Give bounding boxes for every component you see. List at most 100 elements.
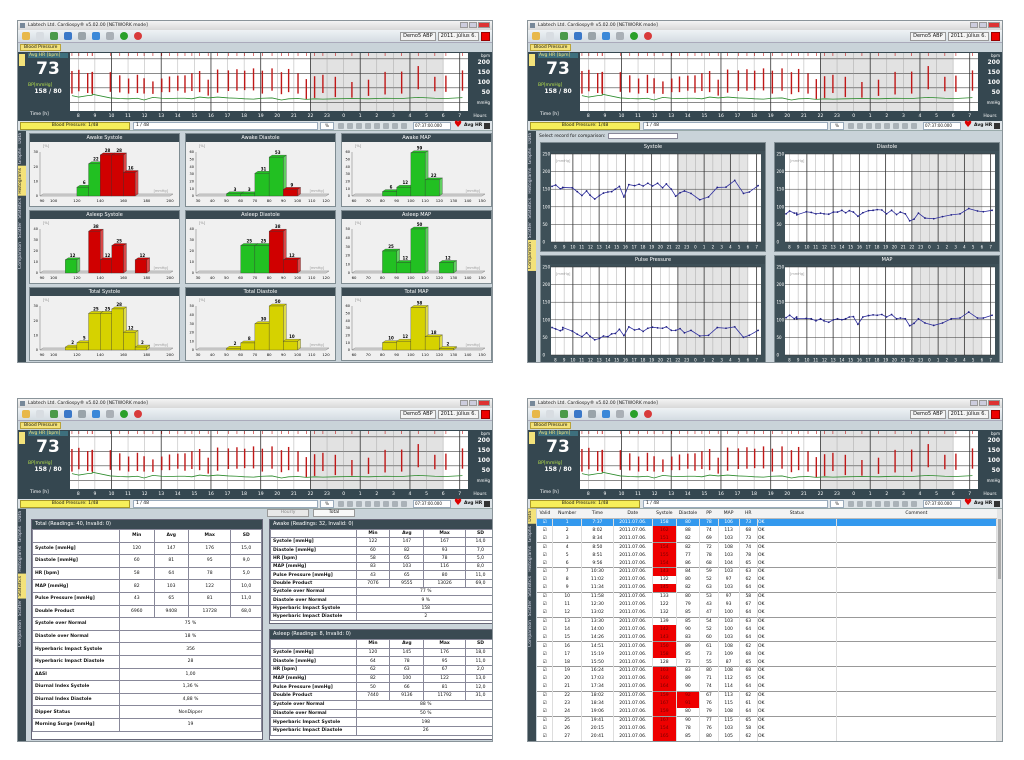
delete-icon[interactable]	[365, 501, 371, 507]
first-icon[interactable]	[857, 501, 863, 507]
valid-checkbox[interactable]: ☑	[537, 534, 554, 543]
table-row[interactable]: ☑ 22 18:02 2011.07.06. 159 92 67 113 62 OK	[537, 690, 998, 700]
open-icon[interactable]	[532, 410, 540, 418]
refresh-icon[interactable]	[120, 32, 128, 40]
tab-blood-pressure[interactable]: Blood Pressure	[20, 44, 62, 51]
overview-side-tab[interactable]	[529, 54, 535, 66]
table-row[interactable]: ☑ 27 20:41 2011.07.06. 165 85 80 105 62 OK	[537, 732, 998, 741]
valid-checkbox[interactable]: ☑	[537, 724, 554, 733]
side-tab-graphs[interactable]: Graphs	[18, 147, 23, 164]
close-button[interactable]	[988, 400, 1000, 406]
valid-checkbox[interactable]: ☑	[537, 674, 554, 683]
refresh-icon[interactable]	[630, 32, 638, 40]
edit-icon[interactable]	[374, 123, 380, 129]
table-row[interactable]: ☑ 5 8:51 2011.07.06. 155 77 78 103 78 OK	[537, 551, 998, 560]
first-icon[interactable]	[347, 501, 353, 507]
side-tab-scatter[interactable]: Scatter	[528, 222, 533, 239]
table-row[interactable]: ☑ 25 19:41 2011.07.06. 167 90 77 115 65 OK	[537, 715, 998, 725]
settings-icon[interactable]	[106, 410, 114, 418]
valid-checkbox[interactable]: ☑	[537, 608, 554, 617]
comment-value[interactable]	[836, 559, 998, 568]
close-button[interactable]	[478, 400, 490, 406]
close-button[interactable]	[988, 22, 1000, 28]
table-row[interactable]: ☑ 26 20:15 2011.07.06. 154 78 76 103 58 OK	[537, 724, 998, 733]
comment-value[interactable]	[836, 690, 998, 700]
valid-checkbox[interactable]: ☑	[537, 690, 554, 700]
comment-value[interactable]	[836, 665, 998, 675]
record-position-input[interactable]: 1 / 48	[643, 122, 828, 130]
column-header-date[interactable]: Date	[613, 509, 653, 519]
comment-value[interactable]	[836, 517, 998, 527]
column-header-diastole[interactable]: Diastole	[676, 509, 700, 519]
comment-value[interactable]	[836, 551, 998, 560]
comment-value[interactable]	[836, 732, 998, 741]
filter-icon[interactable]	[338, 501, 344, 507]
valid-checkbox[interactable]: ☑	[537, 616, 554, 626]
valid-checkbox[interactable]: ☑	[537, 625, 554, 634]
overview-side-tab[interactable]	[529, 432, 535, 444]
comment-value[interactable]	[836, 566, 998, 576]
valid-checkbox[interactable]: ☑	[537, 650, 554, 659]
print-icon[interactable]	[588, 410, 596, 418]
valid-checkbox[interactable]: ☑	[537, 715, 554, 725]
side-tab-histograms[interactable]: Histograms	[18, 545, 23, 572]
open-icon[interactable]	[22, 32, 30, 40]
valid-checkbox[interactable]: ☑	[537, 584, 554, 593]
first-icon[interactable]	[857, 123, 863, 129]
table-row[interactable]: ☑ 7 10:30 2011.07.06. 143 84 59 103 63 OK	[537, 566, 998, 576]
email-icon[interactable]	[602, 32, 610, 40]
avg-hr-button[interactable]: Avg HR	[974, 501, 993, 506]
edit-icon[interactable]	[36, 410, 44, 418]
comment-value[interactable]	[836, 724, 998, 733]
valid-checkbox[interactable]: ☑	[537, 591, 554, 601]
table-row[interactable]: ☑ 1 7:37 2011.07.06. 158 80 78 106 73 OK	[537, 517, 998, 527]
clock-icon[interactable]	[401, 501, 407, 507]
comment-value[interactable]	[836, 650, 998, 659]
side-tab-statistics[interactable]: Statistics	[18, 197, 23, 219]
settings-icon[interactable]	[616, 32, 624, 40]
email-icon[interactable]	[92, 410, 100, 418]
comment-value[interactable]	[836, 542, 998, 551]
side-tab-data[interactable]: Data	[528, 133, 533, 144]
zoom-select[interactable]: %	[320, 122, 334, 130]
settings-icon[interactable]	[616, 410, 624, 418]
side-tab-histograms[interactable]: Histograms	[528, 167, 533, 194]
side-tab-histograms[interactable]: Histograms	[528, 545, 533, 572]
table-row[interactable]: ☑ 8 11:02 2011.07.06. 132 80 52 97 62 OK	[537, 575, 998, 584]
print-icon[interactable]	[902, 501, 908, 507]
column-header-pp[interactable]: PP	[699, 509, 719, 519]
overview-side-tab[interactable]	[19, 54, 25, 66]
print-icon[interactable]	[902, 123, 908, 129]
settings-icon[interactable]	[484, 123, 490, 129]
open-icon[interactable]	[22, 410, 30, 418]
maximize-button[interactable]	[469, 400, 477, 406]
upload-icon[interactable]	[64, 410, 72, 418]
email-icon[interactable]	[602, 410, 610, 418]
valid-checkbox[interactable]: ☑	[537, 566, 554, 576]
comment-value[interactable]	[836, 683, 998, 692]
comment-value[interactable]	[836, 584, 998, 593]
help-icon[interactable]	[644, 32, 652, 40]
table-row[interactable]: ☑ 14 14:00 2011.07.06. 142 90 52 100 64 OK	[537, 625, 998, 634]
minimize-button[interactable]	[460, 22, 468, 28]
comment-value[interactable]	[836, 715, 998, 725]
avg-hr-button[interactable]: Avg HR	[464, 501, 483, 506]
side-tab-data[interactable]: Data	[18, 511, 23, 522]
settings-icon[interactable]	[994, 123, 1000, 129]
print-icon[interactable]	[78, 410, 86, 418]
column-header-time[interactable]: Time	[581, 509, 614, 519]
upload-icon[interactable]	[574, 32, 582, 40]
upload-icon[interactable]	[574, 410, 582, 418]
table-row[interactable]: ☑ 16 14:51 2011.07.06. 150 89 61 108 62 OK	[537, 641, 998, 650]
edit-icon[interactable]	[374, 501, 380, 507]
delete-icon[interactable]	[875, 501, 881, 507]
comment-value[interactable]	[836, 674, 998, 683]
avg-hr-button[interactable]: Avg HR	[974, 123, 993, 128]
prev-icon[interactable]	[866, 123, 872, 129]
side-tab-scatter[interactable]: Scatter	[18, 222, 23, 239]
valid-checkbox[interactable]: ☑	[537, 699, 554, 708]
table-row[interactable]: ☑ 21 17:34 2011.07.06. 164 90 74 114 64 OK	[537, 683, 998, 692]
prev-icon[interactable]	[356, 501, 362, 507]
valid-checkbox[interactable]: ☑	[537, 633, 554, 642]
column-header-hr[interactable]: HR	[739, 509, 758, 519]
